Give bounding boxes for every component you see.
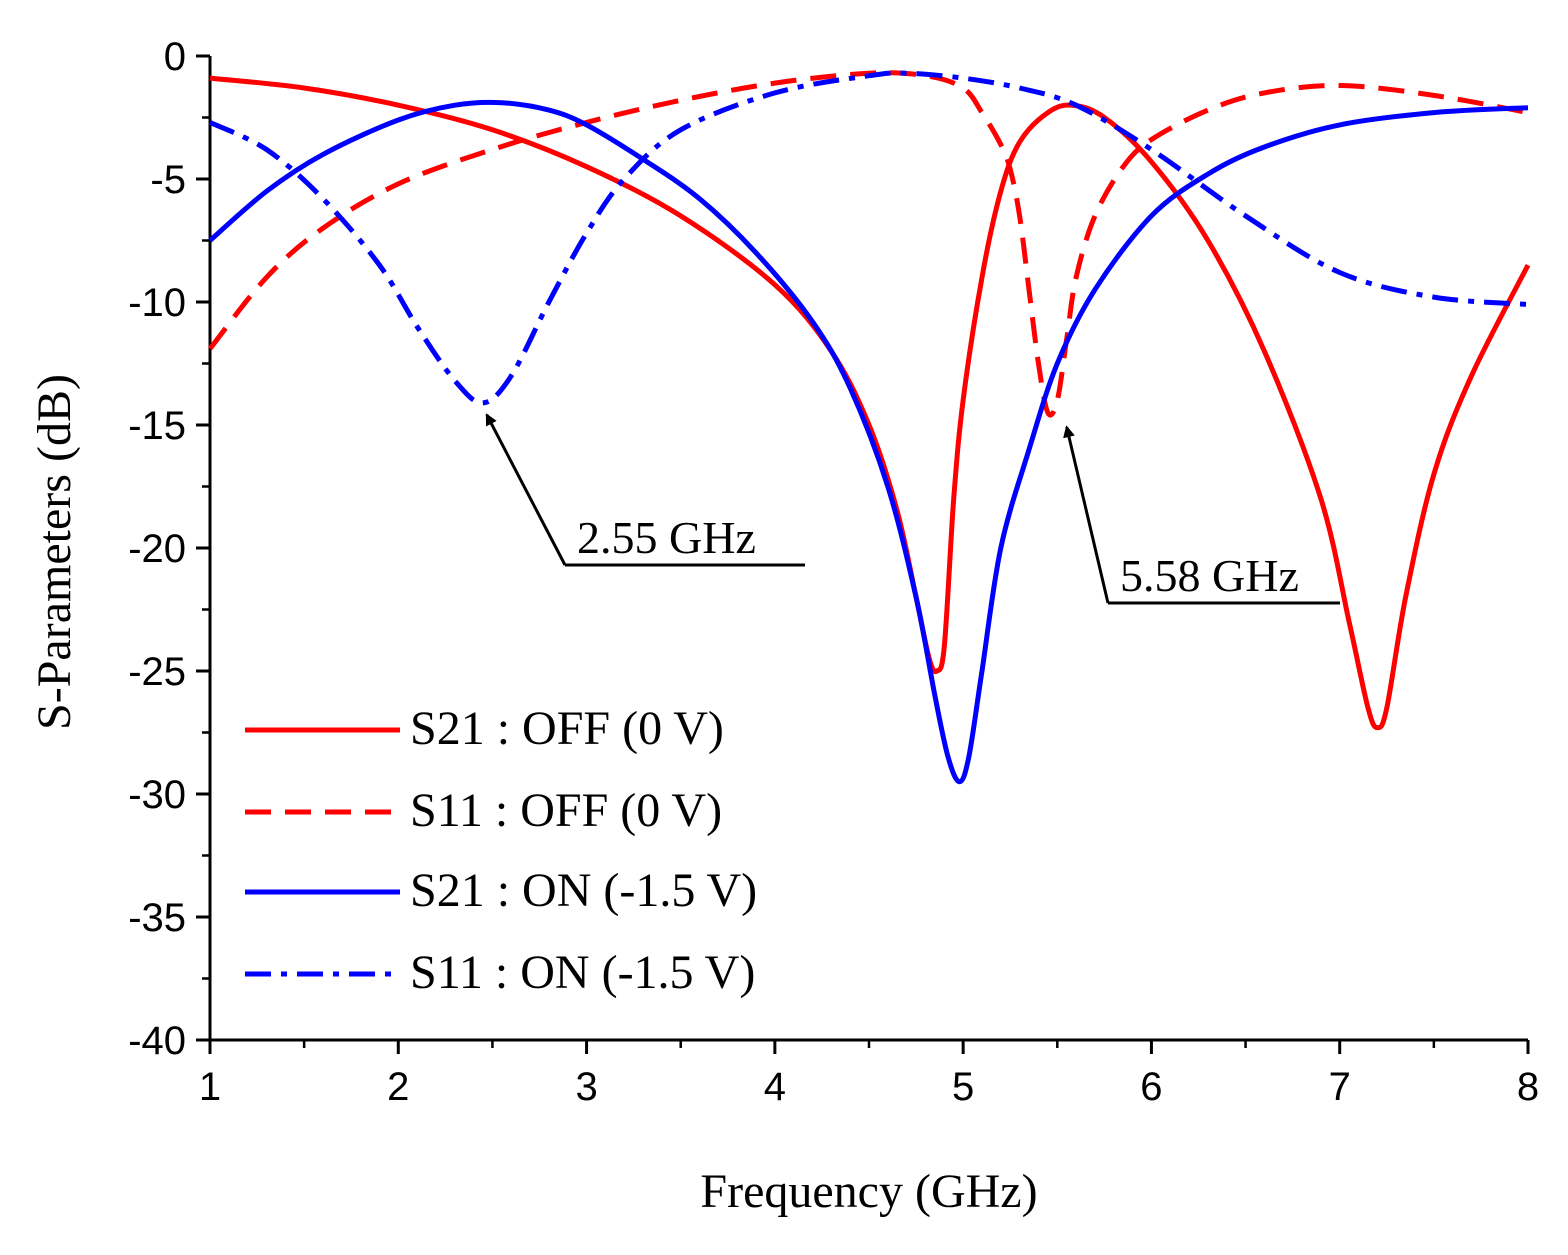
legend-label-2: S11 : OFF (0 V)	[410, 784, 722, 837]
y-tick-label: -10	[128, 281, 186, 325]
axes	[208, 56, 1528, 1042]
y-axis-title: S-Parameters (dB)	[28, 374, 81, 730]
x-tick-label: 2	[387, 1065, 409, 1109]
x-tick-label: 3	[575, 1065, 597, 1109]
y-tick-label: 0	[164, 35, 186, 79]
y-tick-label: -30	[128, 773, 186, 817]
series-layer	[208, 70, 1531, 785]
y-tick-label: -5	[150, 158, 186, 202]
y-axis-ticks: 0 -5 -10 -15 -20 -25 -30 -35 -40	[128, 35, 210, 1063]
y-tick-label: -15	[128, 404, 186, 448]
annotation-label: 5.58 GHz	[1120, 550, 1299, 601]
x-axis-ticks: 1 2 3 4 5 6 7 8	[199, 1040, 1539, 1109]
series-line-1	[209, 75, 1531, 731]
legend-label-3: S21 : ON (-1.5 V)	[410, 864, 757, 917]
series-line-3	[208, 99, 1529, 785]
series-line-2	[208, 70, 1529, 418]
series-line-4	[208, 70, 1529, 406]
annotations: 2.55 GHz 5.58 GHz	[485, 413, 1340, 605]
y-tick-label: -40	[128, 1019, 186, 1063]
x-tick-label: 7	[1329, 1065, 1351, 1109]
x-tick-label: 1	[199, 1065, 221, 1109]
x-tick-label: 8	[1517, 1065, 1539, 1109]
x-axis-title: Frequency (GHz)	[700, 1165, 1037, 1218]
legend-label-1: S21 : OFF (0 V)	[410, 702, 724, 755]
y-tick-label: -35	[128, 896, 186, 940]
annotation-arrow	[1063, 425, 1110, 604]
annotation-label: 2.55 GHz	[577, 512, 756, 563]
legend-label-4: S11 : ON (-1.5 V)	[410, 946, 755, 999]
x-tick-label: 5	[952, 1065, 974, 1109]
x-tick-label: 4	[764, 1065, 786, 1109]
annotation-arrow	[485, 413, 567, 566]
legend: S21 : OFF (0 V) S11 : OFF (0 V) S21 : ON (…	[245, 702, 757, 999]
y-tick-label: -20	[128, 527, 186, 571]
y-tick-label: -25	[128, 650, 186, 694]
x-tick-label: 6	[1140, 1065, 1162, 1109]
